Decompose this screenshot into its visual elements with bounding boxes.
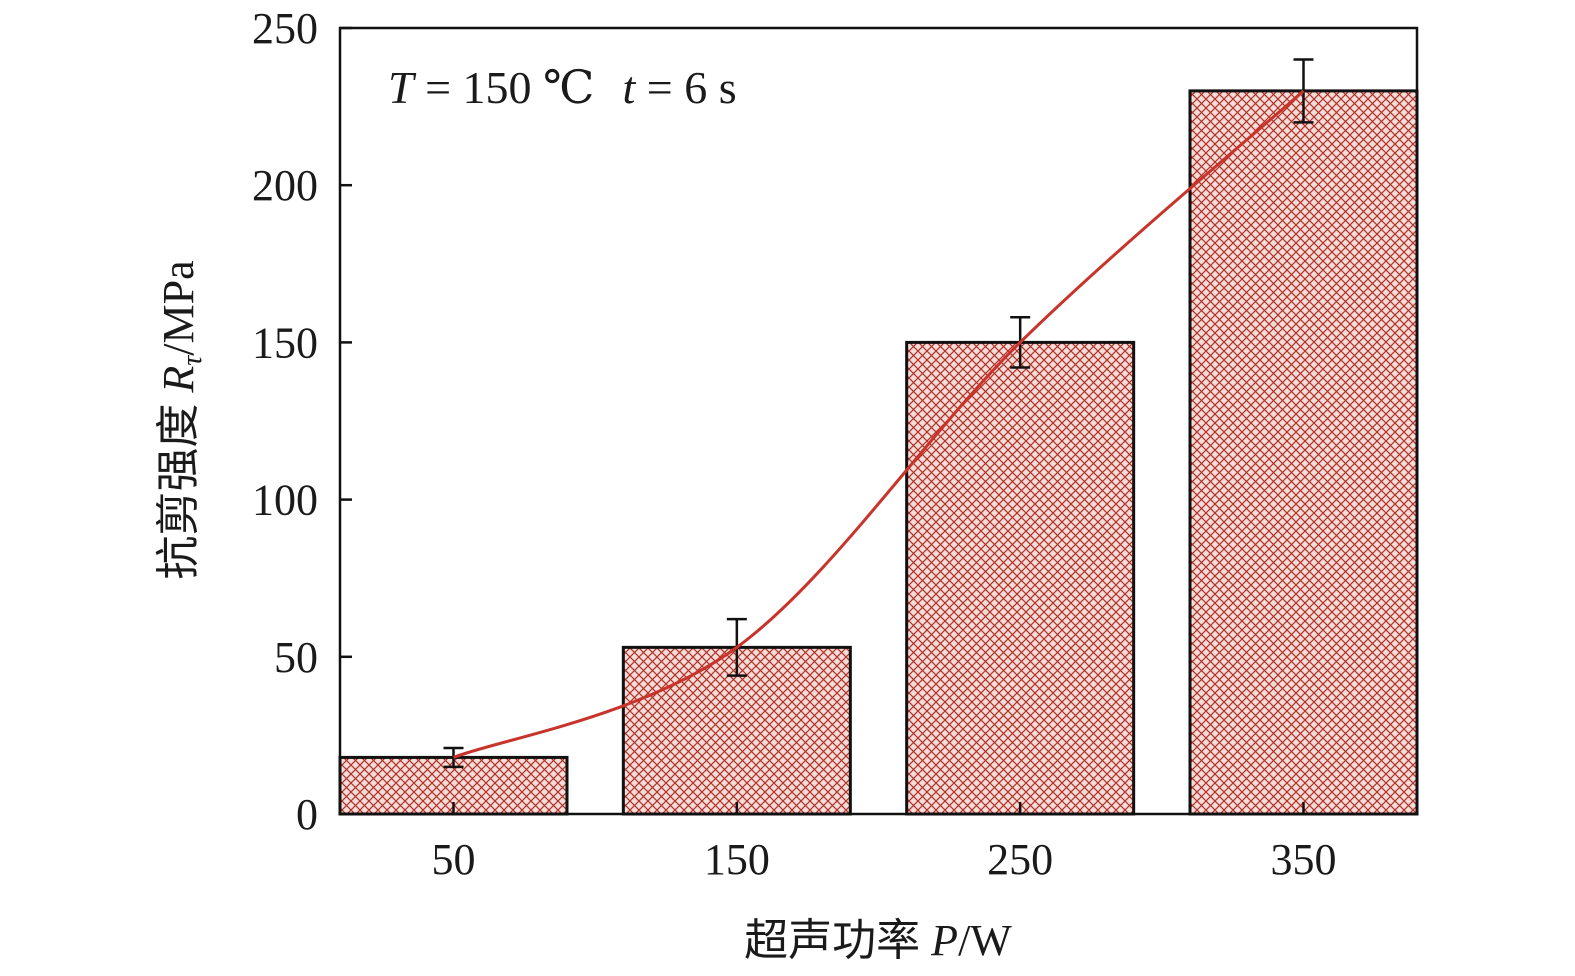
x-tick-label: 150 — [704, 835, 770, 884]
plot-area-frame — [338, 26, 1419, 816]
trend-line — [452, 89, 1305, 759]
y-tick-label: 100 — [252, 476, 318, 525]
x-tick-label: 250 — [987, 835, 1053, 884]
x-axis-title: 超声功率 P/W — [744, 916, 1012, 965]
bar-250 — [905, 340, 1136, 816]
error-bar-350 — [1293, 58, 1314, 124]
y-tick-label: 50 — [274, 633, 318, 682]
bars-layer — [338, 89, 1419, 816]
y-tick-label: 0 — [296, 790, 318, 839]
y-tick-label: 250 — [252, 4, 318, 53]
condition-annotation: T = 150 ℃ t = 6 s — [388, 62, 737, 113]
x-axis-ticks: 50 150 250 350 — [432, 802, 1337, 884]
error-bars-layer — [443, 58, 1314, 769]
x-tick-label: 50 — [432, 835, 476, 884]
y-axis-title: 抗剪强度 Rτ/MPa — [154, 260, 208, 579]
trend-line-layer — [452, 89, 1305, 759]
y-tick-label: 200 — [252, 161, 318, 210]
y-axis-ticks: 0 50 100 150 200 250 — [252, 4, 352, 839]
bar-350 — [1188, 89, 1419, 816]
x-tick-label: 350 — [1271, 835, 1337, 884]
y-tick-label: 150 — [252, 318, 318, 367]
